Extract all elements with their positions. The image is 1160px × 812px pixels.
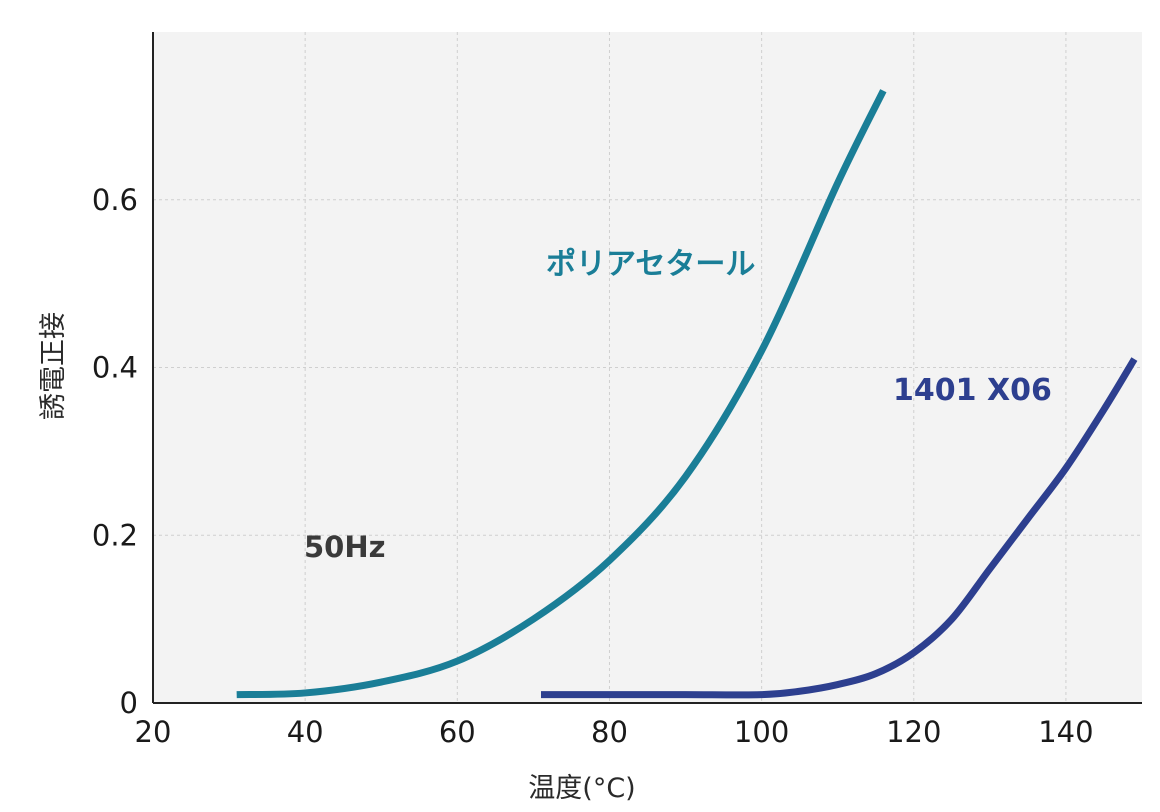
x-tick-label: 40 [287,715,324,749]
axes [152,32,1142,704]
x-tick-label: 100 [734,715,789,749]
y-tick-label: 0 [120,686,138,720]
x-tick-label: 120 [886,715,941,749]
x-axis-title: 温度(°C) [528,773,635,804]
series-layer [236,89,1138,699]
y-tick-label: 0.6 [92,183,138,217]
y-tick-label: 0.2 [92,518,138,552]
x-tick-label: 60 [439,715,476,749]
series-label-polyacetal: ポリアセタール [546,247,755,282]
y-axis-title: 誘電正接 [38,312,69,420]
x-tick-label: 20 [135,715,172,749]
frequency-annotation: 50Hz [304,530,386,564]
tick-labels: 20 40 60 80 100 120 140 0 0.2 0.4 0.6 [92,183,1094,749]
series-label-1401-x06: 1401 X06 [893,373,1052,408]
series-line-1 [540,357,1138,699]
grid-lines [153,32,1142,703]
x-tick-label: 140 [1038,715,1093,749]
series-line-0 [236,89,887,699]
x-tick-label: 80 [591,715,628,749]
y-tick-label: 0.4 [92,351,138,385]
